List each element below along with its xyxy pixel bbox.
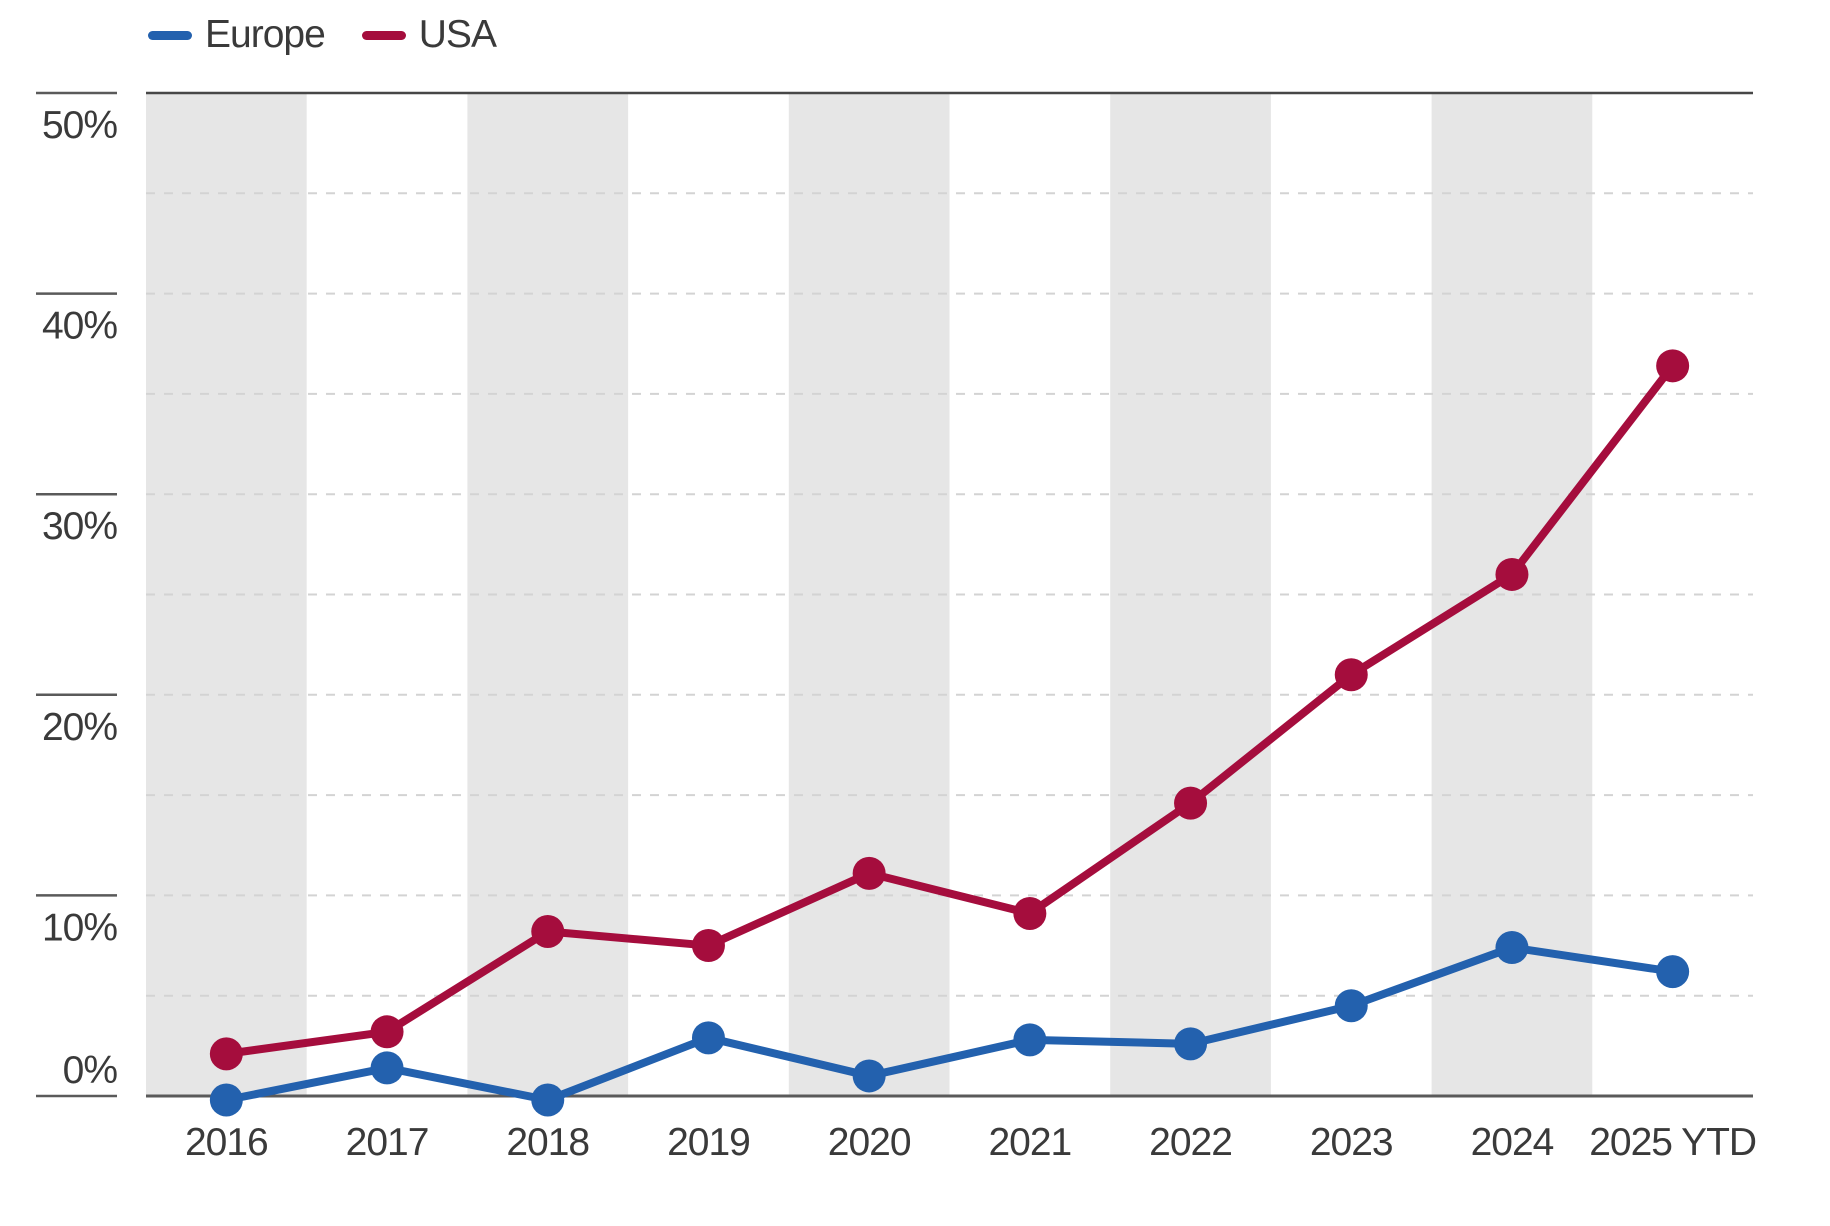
europe-point-2016 bbox=[209, 1083, 243, 1117]
europe-line-swatch-icon bbox=[148, 30, 192, 40]
usa-line-swatch-icon bbox=[361, 30, 406, 40]
usa-point-2020 bbox=[852, 856, 886, 890]
x-axis-label-2022: 2022 bbox=[1149, 1121, 1232, 1164]
europe-point-2017 bbox=[370, 1051, 404, 1085]
europe-point-2022 bbox=[1174, 1027, 1208, 1061]
europe-point-2021 bbox=[1013, 1023, 1047, 1057]
y-axis-label-10pct: 10% bbox=[42, 906, 117, 949]
usa-point-2019 bbox=[691, 929, 725, 963]
europe-point-2019 bbox=[691, 1021, 725, 1055]
legend: Europe USA bbox=[148, 12, 497, 58]
year-band-2024 bbox=[1431, 93, 1593, 1096]
usa-point-2021 bbox=[1013, 896, 1047, 930]
x-axis-label-2025: 2025 YTD bbox=[1589, 1121, 1756, 1164]
legend-label-europe: Europe bbox=[205, 13, 326, 56]
y-axis-label-50pct: 50% bbox=[42, 104, 117, 147]
y-axis-label-20pct: 20% bbox=[42, 706, 117, 749]
y-axis-label-0pct: 0% bbox=[63, 1049, 118, 1092]
usa-point-2025 bbox=[1656, 349, 1690, 383]
europe-point-2024 bbox=[1495, 931, 1529, 965]
x-axis-label-2020: 2020 bbox=[828, 1121, 911, 1164]
y-axis-label-40pct: 40% bbox=[42, 305, 117, 348]
legend-item-usa: USA bbox=[361, 13, 497, 57]
y-axis-label-30pct: 30% bbox=[42, 505, 117, 548]
europe-point-2025 bbox=[1656, 955, 1690, 989]
usa-point-2017 bbox=[370, 1015, 404, 1049]
x-axis-label-2019: 2019 bbox=[667, 1121, 750, 1164]
x-axis-label-2021: 2021 bbox=[988, 1121, 1071, 1164]
legend-label-usa: USA bbox=[418, 13, 497, 56]
usa-point-2024 bbox=[1495, 557, 1529, 591]
usa-point-2022 bbox=[1174, 786, 1208, 820]
usa-point-2023 bbox=[1334, 658, 1368, 692]
x-axis-label-2017: 2017 bbox=[346, 1121, 429, 1164]
x-axis-label-2016: 2016 bbox=[185, 1121, 268, 1164]
x-axis-label-2024: 2024 bbox=[1471, 1121, 1554, 1164]
europe-line bbox=[222, 943, 1677, 1105]
europe-point-2023 bbox=[1334, 989, 1368, 1023]
europe-point-2018 bbox=[531, 1083, 565, 1117]
usa-line bbox=[222, 361, 1677, 1058]
x-axis-label-2023: 2023 bbox=[1310, 1121, 1393, 1164]
usa-point-2016 bbox=[209, 1037, 243, 1071]
usa-point-2018 bbox=[531, 915, 565, 949]
legend-item-europe: Europe bbox=[148, 13, 326, 57]
europe-point-2020 bbox=[852, 1059, 886, 1093]
x-axis-label-2018: 2018 bbox=[506, 1121, 589, 1164]
